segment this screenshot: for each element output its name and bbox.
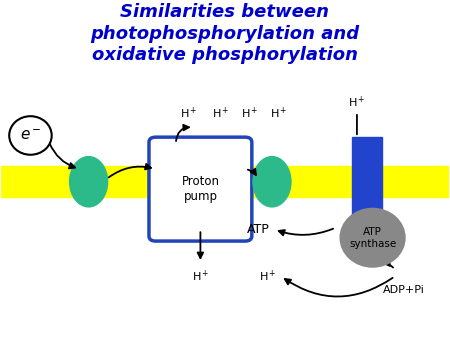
Ellipse shape (70, 156, 108, 207)
Text: H$^+$: H$^+$ (241, 106, 258, 121)
Text: e$^-$: e$^-$ (20, 128, 41, 143)
Ellipse shape (9, 116, 52, 155)
Text: ATP
synthase: ATP synthase (349, 227, 396, 248)
Bar (1, 166, 449, 197)
Ellipse shape (340, 209, 405, 267)
Text: H$^+$: H$^+$ (180, 106, 198, 121)
Text: Proton
pump: Proton pump (181, 175, 220, 203)
Text: H$^+$: H$^+$ (212, 106, 230, 121)
Ellipse shape (253, 156, 291, 207)
Text: H$^+$: H$^+$ (348, 94, 366, 110)
Bar (352, 137, 382, 226)
Text: H$^+$: H$^+$ (270, 106, 288, 121)
Text: Similarities between
photophosphorylation and
oxidative phosphorylation: Similarities between photophosphorylatio… (90, 3, 360, 64)
Text: H$^+$: H$^+$ (259, 269, 276, 284)
Text: ADP+Pi: ADP+Pi (383, 285, 425, 295)
Text: ATP: ATP (247, 223, 270, 236)
Text: H$^+$: H$^+$ (192, 269, 209, 284)
FancyBboxPatch shape (149, 137, 252, 241)
